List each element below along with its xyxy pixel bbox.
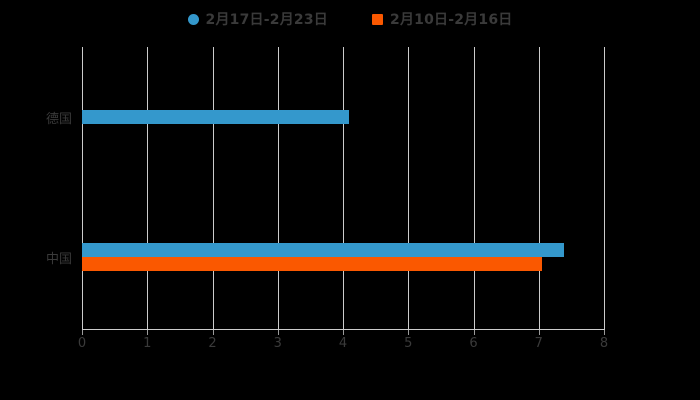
gridline (473, 47, 475, 329)
gridline (82, 47, 83, 329)
plot-area (82, 47, 605, 329)
x-tick-label: 1 (143, 336, 152, 351)
legend-item-series-2[interactable]: 2月10日-2月16日 (372, 9, 512, 29)
x-tickmark (212, 330, 214, 335)
legend-circle-marker-icon (187, 13, 199, 25)
y-axis-category-labels: 德国 中国 (0, 0, 72, 400)
x-tickmark (147, 330, 149, 335)
gridline (147, 47, 149, 329)
gridline (604, 47, 605, 329)
x-axis-line (82, 329, 605, 330)
legend-label-series-1: 2月17日-2月23日 (205, 12, 328, 28)
x-tick-label: 0 (77, 336, 87, 351)
legend-square-marker-icon (372, 13, 383, 25)
y-category-label: 德国 (45, 112, 72, 127)
gridline (277, 47, 279, 329)
x-tickmark (277, 330, 279, 335)
x-tick-label: 2 (208, 336, 217, 351)
bar[interactable] (82, 257, 542, 271)
x-tickmark (604, 330, 605, 335)
x-tick-label: 7 (534, 336, 543, 351)
x-tick-label: 8 (599, 336, 609, 351)
gridline (212, 47, 214, 329)
x-tickmark (473, 330, 475, 335)
x-tick-label: 6 (469, 336, 478, 351)
x-tickmark (82, 330, 83, 335)
bar[interactable] (82, 243, 564, 257)
y-category-label: 中国 (45, 252, 72, 267)
gridline (343, 47, 344, 329)
x-tickmark (538, 330, 540, 335)
legend-item-series-1[interactable]: 2月17日-2月23日 (187, 9, 328, 29)
bar[interactable] (82, 110, 349, 124)
legend-label-series-2: 2月10日-2月16日 (390, 12, 513, 28)
x-tick-label: 4 (338, 336, 348, 351)
x-tick-label: 3 (273, 336, 282, 351)
x-tickmark (343, 330, 344, 335)
gridline (538, 47, 540, 329)
chart-legend: 2月17日-2月23日 2月10日-2月16日 (0, 8, 700, 30)
x-tick-label: 5 (404, 336, 413, 351)
x-tickmark (408, 330, 410, 335)
gridline (408, 47, 410, 329)
